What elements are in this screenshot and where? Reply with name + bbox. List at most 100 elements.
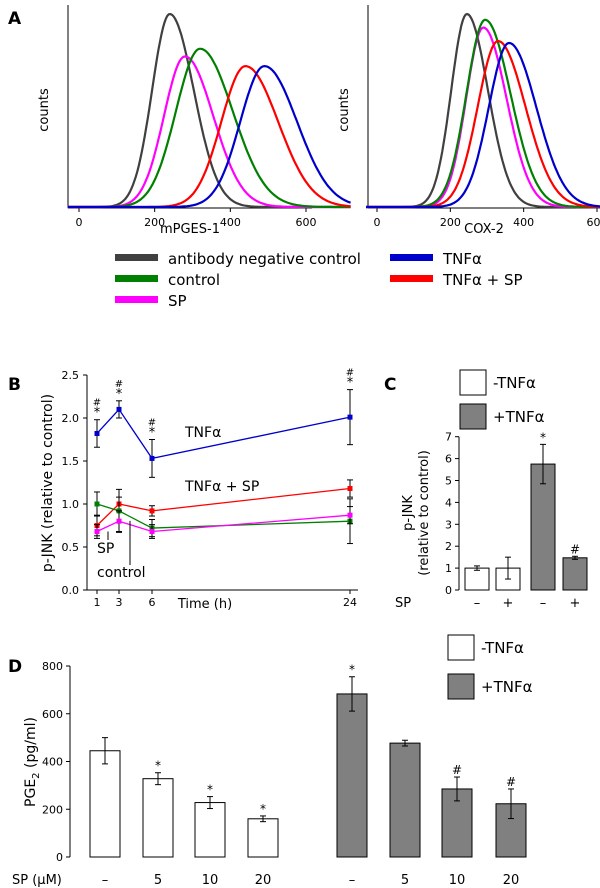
y-tick-label: 1.5 [62,455,80,468]
x-tick-label: 24 [343,596,357,609]
histogram-curve-SP [366,26,600,209]
bar [464,567,490,591]
y-tick-label: 600 [42,708,63,721]
data-point [116,406,122,412]
legend-swatch [115,296,158,303]
legend-swatch [115,254,158,261]
significance-hash: # [570,542,580,556]
data-point [347,486,353,492]
y-tick-label: 0.0 [62,584,80,597]
y-axis-label: p-JNK (relative to control) [40,394,56,572]
significance-star: * [155,759,161,773]
legend-box [447,673,475,700]
x-tick-label: 3 [116,596,123,609]
y-tick-label: 200 [42,803,63,816]
x-category-label: – [540,596,547,611]
panel-label-c: C [384,375,396,395]
x-tick-label: 600 [296,216,317,229]
data-point [149,508,155,514]
significance-star: * [207,783,213,797]
significance-star: * [349,663,355,677]
legend-label: TNFα + SP [442,271,523,289]
label-tnf: TNFα [184,425,221,441]
y-tick-label: 5 [445,475,452,488]
significance-star: * [94,406,101,421]
x-category-label: – [349,873,356,888]
data-point [94,501,100,507]
significance-hash: # [452,763,462,777]
y-tick-label: 0 [445,584,452,597]
significance-hash: # [93,398,101,409]
series-line [96,487,351,526]
x-category-label: 20 [255,873,272,888]
legend-label: SP [168,292,187,310]
panel-label-a: A [8,9,22,29]
y-tick-label: 2 [445,540,452,553]
significance-star: * [149,426,156,441]
y-tick-label: 1.0 [62,498,80,511]
y-tick-label: 7 [445,431,452,444]
series-line [96,514,351,533]
x-category-label: 5 [154,873,162,888]
x-category-label: 10 [449,873,466,888]
data-point [149,529,155,535]
legend-box [447,634,475,661]
bar [336,693,368,858]
x-tick-label: 0 [374,216,381,229]
y-axis-label: counts [337,88,352,132]
legend-box [459,369,487,396]
y-axis-label-line1: p-JNK [401,495,416,531]
x-category-label: 20 [503,873,520,888]
y-tick-label: 4 [445,496,452,509]
x-axis-label: mPGES-1 [160,222,220,237]
histogram-curve-TNF-SP [67,64,351,209]
x-tick-label: 200 [440,216,461,229]
y-tick-label: 2.5 [62,369,80,382]
y-tick-label: 1 [445,562,452,575]
x-tick-label: 0 [76,216,83,229]
y-tick-label: 3 [445,518,452,531]
significance-star: * [260,802,266,816]
x-tick-label: 400 [220,216,241,229]
y-tick-label: 2.0 [62,412,80,425]
significance-star: * [347,376,354,391]
bar [389,742,421,858]
legend-label: TNFα [442,250,482,268]
significance-hash: # [346,368,354,379]
legend-swatch [115,275,158,282]
legend-box [459,403,487,430]
data-point [149,455,155,461]
x-axis-label: Time (h) [177,597,232,612]
histogram-curve-antibody-negative-control [67,12,351,209]
y-axis-label-line2: (relative to control) [417,450,432,576]
row-label: SP (µM) [12,873,62,888]
y-axis-label: PGE2 (pg/ml) [23,717,42,807]
row-label: SP [395,596,411,611]
series-line [96,503,351,529]
significance-star: * [116,387,123,402]
y-tick-label: 400 [42,756,63,769]
bar [495,803,527,858]
legend-label: +TNFα [493,408,545,426]
x-category-label: – [474,596,481,611]
y-tick-label: 0.5 [62,541,80,554]
data-point [94,430,100,436]
bar [530,463,556,591]
label-sp: SP [97,541,114,557]
x-tick-label: 400 [513,216,534,229]
bar [89,750,121,858]
x-category-label: + [503,596,514,611]
data-point [94,529,100,535]
legend-label: -TNFα [493,374,536,392]
x-category-label: 5 [401,873,409,888]
panel-label-b: B [8,375,21,395]
x-category-label: 10 [202,873,219,888]
y-axis-label: counts [37,88,52,132]
x-tick-label: 200 [144,216,165,229]
x-tick-label: 1 [94,596,101,609]
legend-label: control [168,271,220,289]
y-tick-label: 800 [42,660,63,673]
legend-swatch [390,275,433,282]
histogram-curve-antibody-negative-control [366,12,600,209]
